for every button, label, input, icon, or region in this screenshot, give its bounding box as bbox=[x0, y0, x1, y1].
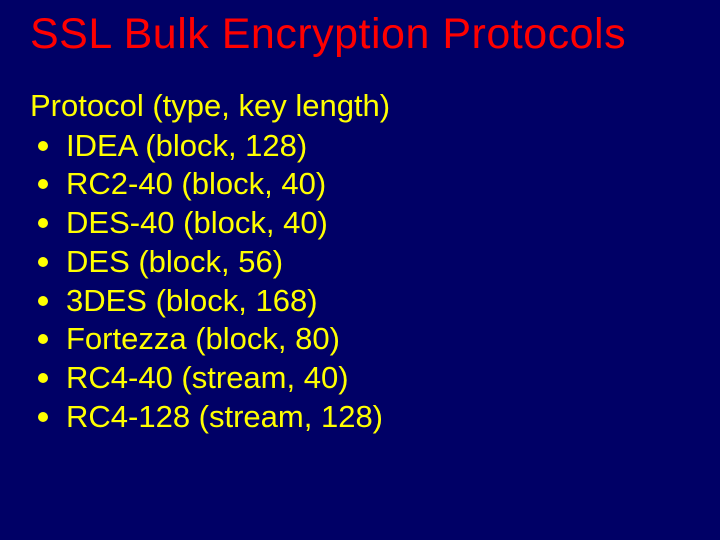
list-item: DES-40 (block, 40) bbox=[30, 204, 690, 243]
list-item: DES (block, 56) bbox=[30, 243, 690, 282]
list-item: RC4-40 (stream, 40) bbox=[30, 359, 690, 398]
list-item: 3DES (block, 168) bbox=[30, 282, 690, 321]
list-item: RC4-128 (stream, 128) bbox=[30, 398, 690, 437]
list-item: RC2-40 (block, 40) bbox=[30, 165, 690, 204]
slide-subtitle: Protocol (type, key length) bbox=[30, 87, 690, 124]
slide-title: SSL Bulk Encryption Protocols bbox=[30, 10, 690, 59]
bullet-list: IDEA (block, 128) RC2-40 (block, 40) DES… bbox=[30, 127, 690, 437]
list-item: Fortezza (block, 80) bbox=[30, 320, 690, 359]
list-item: IDEA (block, 128) bbox=[30, 127, 690, 166]
slide: SSL Bulk Encryption Protocols Protocol (… bbox=[0, 0, 720, 540]
